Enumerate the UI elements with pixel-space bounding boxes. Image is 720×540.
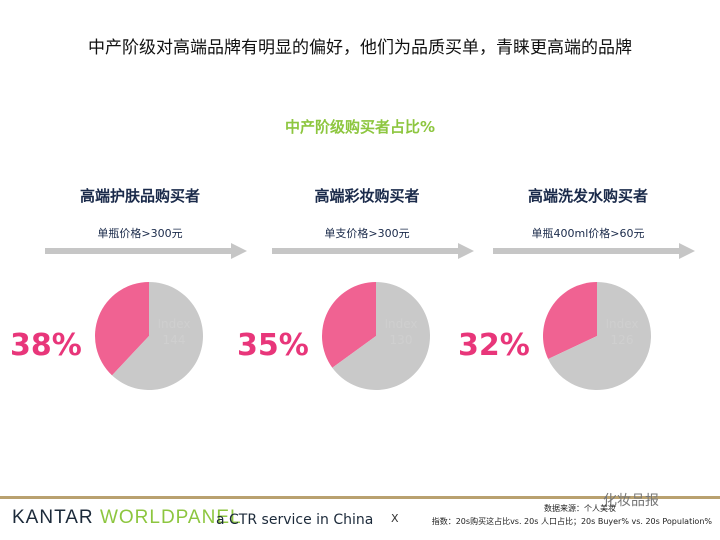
panel-shampoo: 高端洗发水购买者 单瓶400ml价格>60元 32% Index 126 (458, 185, 703, 420)
percentage-label: 38% (10, 328, 82, 363)
source-line-2: 指数：20s购买这占比vs. 20s 人口占比；20s Buyer% vs. 2… (431, 517, 712, 526)
panel-title: 高端护肤品购买者 (79, 187, 200, 205)
arrow-head (679, 243, 695, 259)
page-headline: 中产阶级对高端品牌有明显的偏好，他们为品质买单，青睐更高端的品牌 (88, 38, 632, 58)
panel-makeup: 高端彩妆购买者 单支价格>300元 35% Index 130 (237, 185, 482, 420)
logo-worldpanel: WORLDPANEL (99, 507, 242, 528)
index-text: Index (157, 317, 191, 331)
index-value: 126 (610, 333, 634, 347)
arrow-icon (272, 243, 474, 259)
price-note: 单瓶价格>300元 (97, 227, 183, 240)
footer-divider (0, 496, 720, 499)
index-text: Index (605, 317, 639, 331)
data-source-note: 数据来源：个人美妆 指数：20s购买这占比vs. 20s 人口占比；20s Bu… (432, 502, 712, 528)
pie-chart (321, 282, 430, 390)
price-note: 单支价格>300元 (324, 227, 410, 240)
source-line-1: 数据来源：个人美妆 (544, 504, 616, 513)
price-note: 单瓶400ml价格>60元 (531, 227, 645, 240)
arrow-head (458, 243, 474, 259)
arrow-icon (493, 243, 695, 259)
panel-skincare: 高端护肤品购买者 单瓶价格>300元 38% Index 144 (10, 185, 255, 420)
index-value: 130 (389, 333, 413, 347)
logo-kantar: KANTAR (12, 507, 100, 528)
arrow-shaft (45, 248, 233, 254)
index-text: Index (384, 317, 418, 331)
index-value: 144 (162, 333, 186, 347)
index-label: Index 130 (359, 316, 443, 348)
wechat-watermark: 化妆品报 (603, 493, 659, 509)
pie-slice-other (548, 282, 652, 390)
panel-title: 高端洗发水购买者 (527, 187, 648, 205)
arrow-shaft (272, 248, 460, 254)
pie-slice-middle-class (95, 282, 149, 376)
panel-title: 高端彩妆购买者 (314, 187, 420, 205)
pie-slice-other (332, 282, 430, 390)
pie-slice-middle-class (321, 282, 376, 368)
kantar-worldpanel-logo: KANTAR WORLDPANEL (12, 507, 242, 529)
chart-subtitle: 中产阶级购买者占比% (284, 118, 436, 136)
percentage-label: 35% (237, 328, 309, 363)
arrow-icon (45, 243, 247, 259)
index-label: Index 126 (580, 316, 664, 348)
pie-slice-other (112, 282, 204, 390)
ctr-service-text: a CTR service in China (216, 512, 374, 528)
arrow-shaft (493, 248, 681, 254)
x-mark: X (391, 512, 399, 525)
pie-chart (95, 282, 204, 390)
percentage-label: 32% (458, 328, 530, 363)
pie-chart (543, 282, 652, 390)
arrow-head (231, 243, 247, 259)
index-label: Index 144 (132, 316, 216, 348)
pie-slice-middle-class (543, 282, 597, 359)
